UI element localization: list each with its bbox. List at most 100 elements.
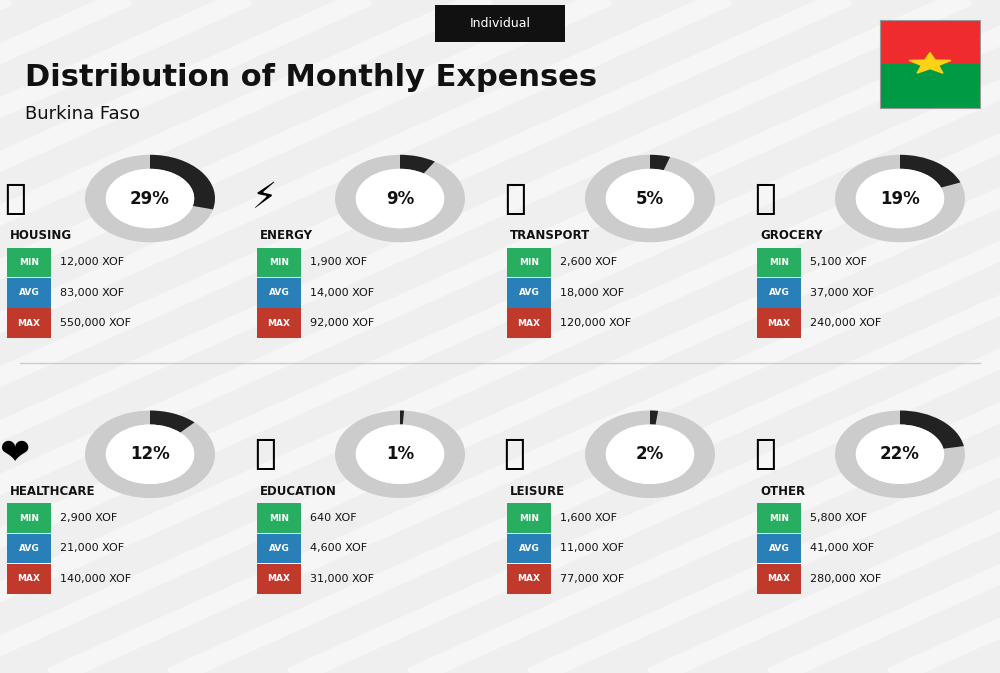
Text: 🛒: 🛒 xyxy=(754,182,776,215)
Text: ❤️: ❤️ xyxy=(0,437,30,471)
Text: 240,000 XOF: 240,000 XOF xyxy=(810,318,881,328)
Wedge shape xyxy=(400,155,435,174)
Text: MAX: MAX xyxy=(268,318,290,328)
Text: AVG: AVG xyxy=(269,544,289,553)
Text: 5%: 5% xyxy=(636,190,664,207)
FancyBboxPatch shape xyxy=(757,248,801,277)
Wedge shape xyxy=(400,411,404,425)
FancyBboxPatch shape xyxy=(257,534,301,563)
Text: 22%: 22% xyxy=(880,446,920,463)
Text: GROCERY: GROCERY xyxy=(760,229,822,242)
Text: 77,000 XOF: 77,000 XOF xyxy=(560,574,624,583)
FancyBboxPatch shape xyxy=(7,248,51,277)
Wedge shape xyxy=(335,155,465,242)
Wedge shape xyxy=(150,155,215,209)
Text: MAX: MAX xyxy=(768,574,790,583)
Text: HEALTHCARE: HEALTHCARE xyxy=(10,485,96,498)
FancyBboxPatch shape xyxy=(507,278,551,308)
Wedge shape xyxy=(585,155,715,242)
Circle shape xyxy=(106,169,194,228)
Text: 1%: 1% xyxy=(386,446,414,463)
Text: 4,600 XOF: 4,600 XOF xyxy=(310,544,367,553)
Wedge shape xyxy=(650,411,658,425)
Circle shape xyxy=(856,425,944,484)
FancyBboxPatch shape xyxy=(757,308,801,338)
Text: TRANSPORT: TRANSPORT xyxy=(510,229,590,242)
Text: 640 XOF: 640 XOF xyxy=(310,513,357,523)
Text: 👜: 👜 xyxy=(754,437,776,471)
Wedge shape xyxy=(335,411,465,498)
Text: MIN: MIN xyxy=(19,258,39,267)
Text: AVG: AVG xyxy=(19,288,39,297)
Text: 2%: 2% xyxy=(636,446,664,463)
Text: 83,000 XOF: 83,000 XOF xyxy=(60,288,124,297)
FancyBboxPatch shape xyxy=(7,534,51,563)
FancyBboxPatch shape xyxy=(507,503,551,533)
Text: 29%: 29% xyxy=(130,190,170,207)
Text: AVG: AVG xyxy=(769,288,789,297)
Text: MIN: MIN xyxy=(769,258,789,267)
Wedge shape xyxy=(835,411,965,498)
FancyBboxPatch shape xyxy=(507,564,551,594)
FancyBboxPatch shape xyxy=(257,308,301,338)
Text: LEISURE: LEISURE xyxy=(510,485,565,498)
FancyBboxPatch shape xyxy=(757,534,801,563)
Wedge shape xyxy=(85,155,215,242)
Wedge shape xyxy=(835,155,965,242)
Text: MIN: MIN xyxy=(19,513,39,523)
Text: 9%: 9% xyxy=(386,190,414,207)
Circle shape xyxy=(606,425,694,484)
Text: MIN: MIN xyxy=(269,258,289,267)
FancyBboxPatch shape xyxy=(507,534,551,563)
Text: 18,000 XOF: 18,000 XOF xyxy=(560,288,624,297)
Wedge shape xyxy=(150,411,194,433)
Text: 12,000 XOF: 12,000 XOF xyxy=(60,258,124,267)
Wedge shape xyxy=(900,411,964,449)
Text: MIN: MIN xyxy=(519,513,539,523)
Text: Burkina Faso: Burkina Faso xyxy=(25,106,140,123)
FancyBboxPatch shape xyxy=(757,564,801,594)
Wedge shape xyxy=(85,411,215,498)
Text: AVG: AVG xyxy=(19,544,39,553)
FancyBboxPatch shape xyxy=(257,503,301,533)
FancyBboxPatch shape xyxy=(7,278,51,308)
Text: ⚡: ⚡ xyxy=(252,182,278,215)
FancyBboxPatch shape xyxy=(757,278,801,308)
FancyBboxPatch shape xyxy=(7,564,51,594)
Wedge shape xyxy=(585,411,715,498)
Circle shape xyxy=(606,169,694,228)
Bar xyxy=(880,64,980,108)
Text: 140,000 XOF: 140,000 XOF xyxy=(60,574,131,583)
FancyBboxPatch shape xyxy=(507,308,551,338)
Text: 37,000 XOF: 37,000 XOF xyxy=(810,288,874,297)
Text: ENERGY: ENERGY xyxy=(260,229,313,242)
Circle shape xyxy=(856,169,944,228)
Bar xyxy=(880,20,980,64)
Text: MIN: MIN xyxy=(269,513,289,523)
Text: 19%: 19% xyxy=(880,190,920,207)
Text: 🏢: 🏢 xyxy=(4,182,26,215)
Text: Individual: Individual xyxy=(470,17,530,30)
Text: 41,000 XOF: 41,000 XOF xyxy=(810,544,874,553)
FancyBboxPatch shape xyxy=(257,248,301,277)
Text: MAX: MAX xyxy=(268,574,290,583)
Text: MIN: MIN xyxy=(519,258,539,267)
Circle shape xyxy=(106,425,194,484)
Text: 2,600 XOF: 2,600 XOF xyxy=(560,258,617,267)
FancyBboxPatch shape xyxy=(757,503,801,533)
Text: AVG: AVG xyxy=(769,544,789,553)
Wedge shape xyxy=(650,155,670,170)
Text: EDUCATION: EDUCATION xyxy=(260,485,337,498)
Text: AVG: AVG xyxy=(519,288,539,297)
FancyBboxPatch shape xyxy=(257,564,301,594)
Text: 🎓: 🎓 xyxy=(254,437,276,471)
Text: 🚌: 🚌 xyxy=(504,182,526,215)
Circle shape xyxy=(356,425,444,484)
Text: MIN: MIN xyxy=(769,513,789,523)
FancyBboxPatch shape xyxy=(507,248,551,277)
Text: 12%: 12% xyxy=(130,446,170,463)
FancyBboxPatch shape xyxy=(7,503,51,533)
Text: 550,000 XOF: 550,000 XOF xyxy=(60,318,131,328)
FancyBboxPatch shape xyxy=(435,5,565,42)
Text: 92,000 XOF: 92,000 XOF xyxy=(310,318,374,328)
